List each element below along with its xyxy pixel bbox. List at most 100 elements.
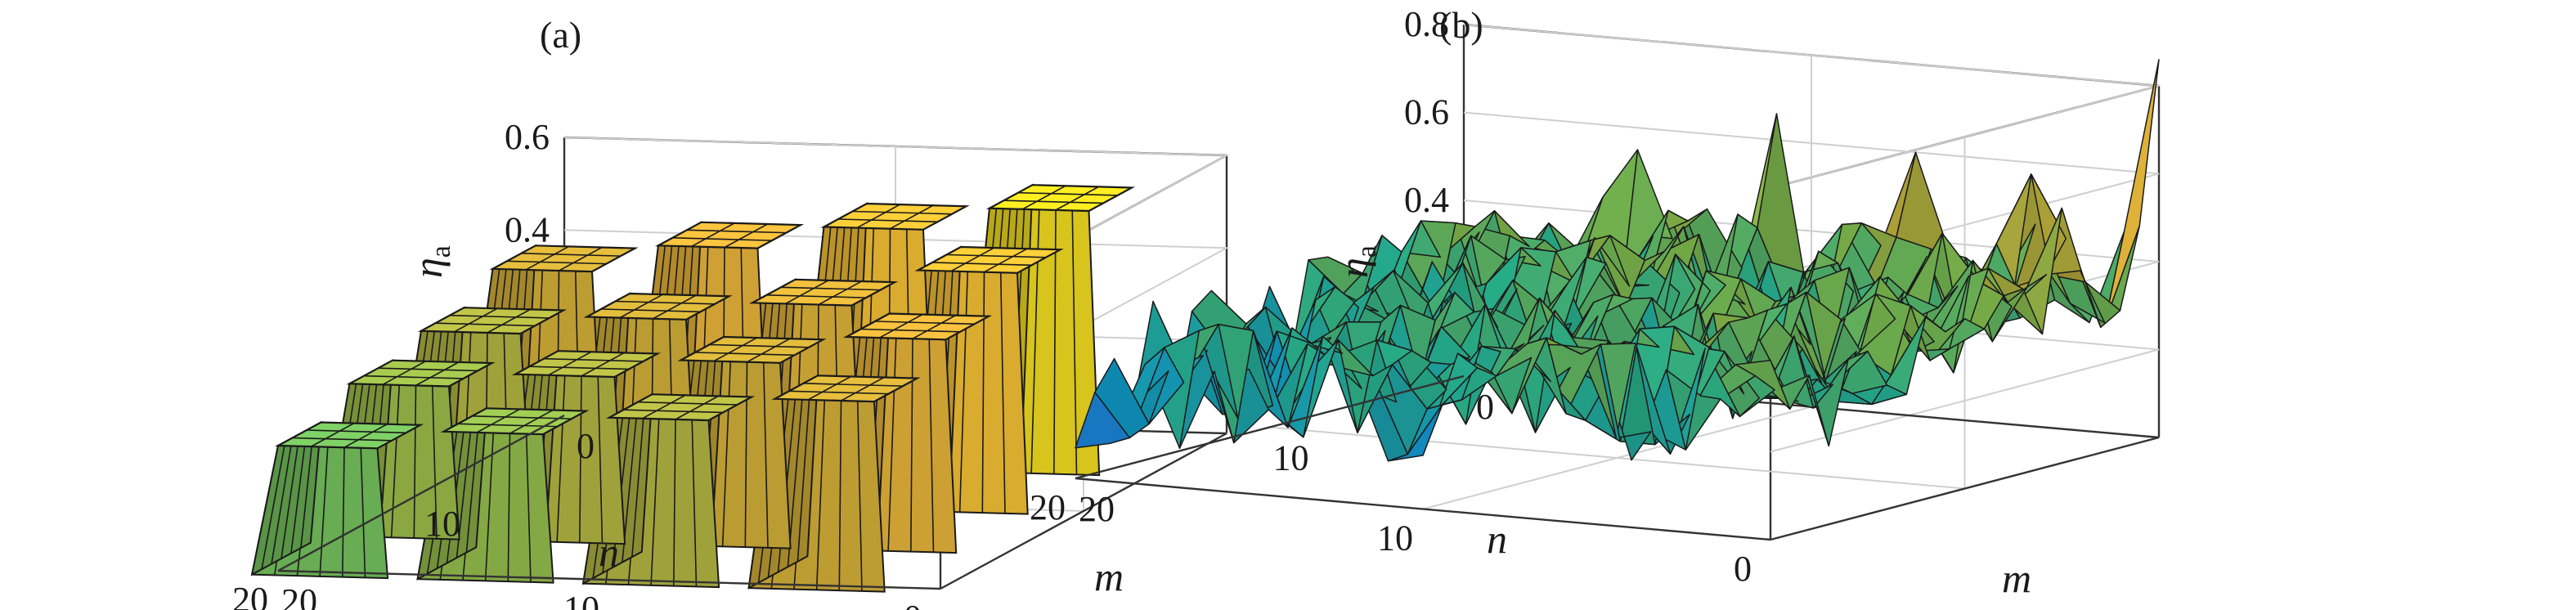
z-axis-label-subscript-b: a xyxy=(1352,245,1382,258)
block-grid-line xyxy=(694,352,795,357)
block-grid-line xyxy=(292,437,393,442)
z-axis-label-subscript-a: a xyxy=(426,245,456,258)
block-grid-line xyxy=(415,361,460,387)
block-grid-line xyxy=(1017,191,1118,196)
block-grid-line xyxy=(343,423,388,448)
block-grid-line xyxy=(457,423,558,428)
block-facet-line xyxy=(981,271,985,514)
axis-labels-a: (a) ηa m n xyxy=(405,14,1124,599)
block-grid-line xyxy=(709,343,810,348)
block-grid-line xyxy=(619,294,663,319)
block-facet-line xyxy=(507,433,511,582)
panel-label-a: (a) xyxy=(540,14,581,56)
block-grid-line xyxy=(548,351,592,376)
box-floor-edge xyxy=(940,432,1227,590)
box-front-edge xyxy=(1075,477,1771,541)
y-axis-label-b: n xyxy=(1487,516,1507,562)
z-tick-label: 0.6 xyxy=(1404,92,1449,132)
block-facet-line xyxy=(691,419,698,587)
block-facet-line xyxy=(650,419,660,585)
block-grid-line xyxy=(472,415,572,419)
block-grid-line xyxy=(653,294,697,320)
block-grid-line xyxy=(449,314,550,319)
x-tick-label: 10 xyxy=(424,504,460,544)
block-facet-line xyxy=(631,397,646,558)
z-tick-label: 0.6 xyxy=(505,117,550,157)
z-tick-label: 0.4 xyxy=(505,209,550,249)
block-grid-line xyxy=(581,352,625,377)
block-grid-line xyxy=(435,322,536,327)
y-tick-label: 10 xyxy=(1377,518,1413,558)
block-grid-line xyxy=(890,204,934,230)
block-facet-line xyxy=(721,361,732,547)
surface-patch xyxy=(1075,391,1131,449)
block-grid-line xyxy=(637,401,738,406)
y-tick-label: 0 xyxy=(1734,549,1752,589)
block-facet-line xyxy=(928,339,935,553)
surface-a xyxy=(250,183,1136,593)
block-grid-line xyxy=(747,338,791,363)
block-facet-line xyxy=(910,339,913,552)
block-grid-line xyxy=(713,337,757,362)
block-grid-line xyxy=(874,321,975,325)
y-tick-label: 20 xyxy=(1030,487,1066,527)
block-facet-line xyxy=(838,401,842,591)
block-facet-line xyxy=(431,385,438,539)
box-floor-edge xyxy=(1770,436,2160,541)
block-facet-line xyxy=(887,338,897,551)
block-facet-line xyxy=(797,379,812,562)
y-tick-label: 20 xyxy=(232,580,268,610)
axes-box-front-b: 0 10 20 0 10 20 xyxy=(1030,375,1771,589)
floor-gridline xyxy=(1422,406,1812,510)
block-grid-line xyxy=(454,307,498,333)
block-grid-line xyxy=(950,247,994,272)
block-grid-line xyxy=(615,300,716,305)
x-tick-label: 20 xyxy=(281,581,317,610)
block-grid-line xyxy=(487,308,531,334)
block-facet-line xyxy=(556,375,566,542)
block-grid-line xyxy=(311,422,355,447)
block-facet-line xyxy=(762,362,769,548)
block-grid-line xyxy=(306,429,406,434)
block-grid-line xyxy=(946,253,1047,258)
block-facet-line xyxy=(484,433,495,581)
block-grid-line xyxy=(506,260,607,265)
block-facet-line xyxy=(261,442,286,570)
block-grid-line xyxy=(675,395,719,420)
block-facet-line xyxy=(744,361,748,548)
block-facet-line xyxy=(856,401,863,591)
block-facet-line xyxy=(342,447,345,577)
axes-box-front-a: 0 10 20 0 10 20 xyxy=(232,414,941,610)
block-facet-line xyxy=(390,384,401,538)
block-grid-line xyxy=(931,262,1032,267)
y-tick-label: 0 xyxy=(904,598,922,610)
block-grid-line xyxy=(788,390,889,395)
block-grid-line xyxy=(1055,186,1099,211)
block-grid-line xyxy=(841,376,885,401)
block-grid-line xyxy=(382,361,426,385)
block-grid-line xyxy=(559,246,603,271)
block-facet-line xyxy=(579,375,582,543)
block-facet-line xyxy=(280,433,301,559)
x-tick-label: 20 xyxy=(1079,489,1115,529)
block-grid-line xyxy=(837,218,938,223)
block-grid-line xyxy=(672,237,773,241)
block-grid-line xyxy=(686,229,787,234)
block-grid-line xyxy=(856,204,900,229)
box-front-edge xyxy=(277,569,941,590)
block-facet-line xyxy=(360,447,366,578)
block-grid-line xyxy=(521,253,622,257)
block-grid-line xyxy=(860,328,961,333)
block-facet-line xyxy=(1071,210,1078,475)
block-grid-line xyxy=(766,294,867,298)
block-facet-line xyxy=(673,419,676,586)
block-grid-line xyxy=(1022,185,1066,210)
block-grid-line xyxy=(912,314,956,339)
x-tick-label: 0 xyxy=(577,426,595,466)
block-grid-line xyxy=(543,357,644,362)
block-facet-line xyxy=(815,400,826,590)
block-grid-line xyxy=(780,286,881,291)
block-facet-line xyxy=(597,376,604,544)
